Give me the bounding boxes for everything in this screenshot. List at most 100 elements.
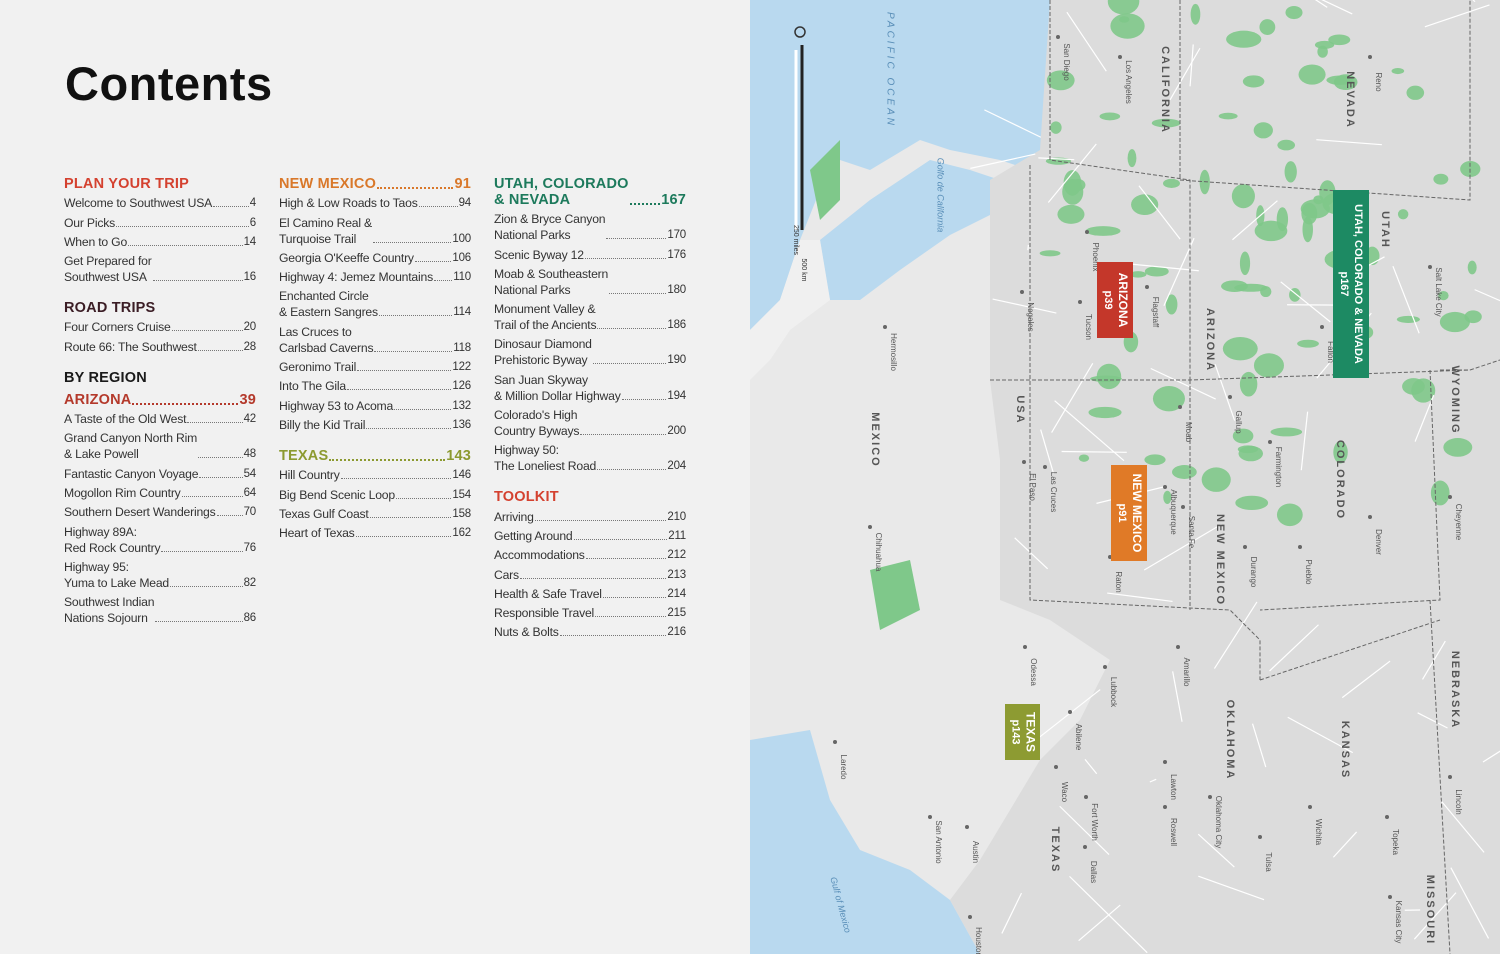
entry-title: Grand Canyon North Rim & Lake Powell [64,431,198,462]
toc-entry[interactable]: Into The Gila 126 [279,378,471,394]
toc-entry[interactable]: Southwest Indian Nations Sojourn 86 [64,594,256,626]
city-label: Pueblo [1304,560,1313,585]
toc-entry[interactable]: Georgia O'Keeffe Country 106 [279,250,471,266]
toc-entry[interactable]: Cars 213 [494,567,686,583]
forest-area [1391,68,1405,75]
toc-entry[interactable]: Highway 50: The Loneliest Road 204 [494,442,686,474]
forest-area [1438,290,1449,301]
toc-entry[interactable]: Enchanted Circle & Eastern Sangres 114 [279,288,471,320]
toc-entry[interactable]: Highway 53 to Acoma 132 [279,398,471,414]
toc-entry[interactable]: When to Go 14 [64,234,256,250]
entry-title: Heart of Texas [279,526,355,541]
toc-entry[interactable]: El Camino Real & Turquoise Trail 100 [279,215,471,247]
forest-area [1063,170,1082,196]
entry-title: Into The Gila [279,379,346,394]
toc-entry[interactable]: Nuts & Bolts 216 [494,624,686,640]
entry-page: 154 [452,488,471,501]
toc-entry[interactable]: Getting Around 211 [494,528,686,544]
entry-page: 106 [452,251,471,264]
road-line [1450,867,1490,939]
forest-area [1297,339,1319,348]
city-dot [1368,55,1372,59]
toc-entry[interactable]: Big Bend Scenic Loop 154 [279,487,471,503]
road-line [1341,660,1391,699]
toc-entry[interactable]: Responsible Travel 215 [494,605,686,621]
entry-title: A Taste of the Old West [64,412,187,427]
toc-entry[interactable]: Mogollon Rim Country 64 [64,485,256,501]
state-label: WYOMING [1449,366,1461,435]
toc-entry[interactable]: Zion & Bryce Canyon National Parks 170 [494,211,686,243]
forest-area [1099,112,1121,121]
toc-entry[interactable]: Billy the Kid Trail 136 [279,417,471,433]
north-arrow-icon [794,26,806,38]
entry-title: Our Picks [64,215,116,230]
entry-page: 100 [452,232,471,245]
toc-entry[interactable]: Grand Canyon North Rim & Lake Powell 48 [64,430,256,462]
dot-leader [152,280,243,282]
toc-entry[interactable]: Health & Safe Travel 214 [494,586,686,602]
dot-leader [155,621,243,623]
entry-title: Highway 50: The Loneliest Road [494,443,597,474]
toc-entry[interactable]: Welcome to Southwest USA 4 [64,195,256,211]
toc-entry[interactable]: Fantastic Canyon Voyage 54 [64,466,256,482]
forest-area [1433,173,1449,185]
region-box [1005,704,1040,760]
forest-area [1234,283,1268,292]
toc-entry[interactable]: Our Picks 6 [64,215,256,231]
toc-entry[interactable]: Dinosaur Diamond Prehistoric Byway 190 [494,336,686,368]
section-page: 167 [661,192,686,208]
toc-entry[interactable]: Hill Country 146 [279,467,471,483]
gulf-of-mexico [750,730,980,954]
entry-title: Southern Desert Wanderings [64,505,216,520]
road-line [1059,805,1110,856]
forest-area [1218,112,1238,120]
toc-entry[interactable]: Moab & Southeastern National Parks 180 [494,266,686,298]
city-dot [1054,765,1058,769]
toc-entry[interactable]: Scenic Byway 12 176 [494,247,686,263]
road-line [1054,400,1125,462]
toc-entry[interactable]: Geronimo Trail 122 [279,359,471,375]
toc-entry[interactable]: High & Low Roads to Taos 94 [279,195,471,211]
road-line [1422,640,1446,680]
entry-page: 176 [667,248,686,261]
entry-title: Hill Country [279,468,340,483]
forest-area [1232,428,1254,444]
forest-area [1131,194,1159,216]
toc-entry[interactable]: Southern Desert Wanderings 70 [64,504,256,520]
toc-entry[interactable]: Colorado's High Country Byways 200 [494,407,686,439]
state-label: USA [1014,395,1026,424]
toc-entry[interactable]: Highway 95: Yuma to Lake Mead 82 [64,559,256,591]
city-dot [968,915,972,919]
state-label: KANSAS [1339,721,1351,779]
toc-entry[interactable]: Accommodations 212 [494,547,686,563]
toc-entry[interactable]: Texas Gulf Coast 158 [279,506,471,522]
toc-entry[interactable]: Four Corners Cruise 20 [64,319,256,335]
entry-page: 210 [667,510,686,523]
toc-entry[interactable]: Arriving 210 [494,509,686,525]
city-label: Cheyenne [1454,504,1463,541]
dot-leader [171,330,243,332]
toc-entry[interactable]: Highway 89A: Red Rock Country 76 [64,524,256,556]
toc-entry[interactable]: Monument Valley & Trail of the Ancients 1… [494,301,686,333]
city-dot [1176,645,1180,649]
toc-entry[interactable]: Highway 4: Jemez Mountains 110 [279,269,471,285]
road-line [1047,143,1097,203]
toc-entry[interactable]: Route 66: The Southwest 28 [64,339,256,355]
baja-peninsula [750,240,830,380]
entry-page: 180 [667,283,686,296]
toc-entry[interactable]: A Taste of the Old West 42 [64,411,256,427]
forest-area [1430,480,1450,506]
dot-leader [369,516,452,518]
toc-entry[interactable]: Heart of Texas 162 [279,525,471,541]
toc-entry[interactable]: San Juan Skyway & Million Dollar Highway… [494,372,686,404]
state-border [1179,0,1471,201]
toc-entry[interactable]: Las Cruces to Carlsbad Caverns 118 [279,324,471,356]
toc-entry[interactable]: Get Prepared for Southwest USA 16 [64,253,256,285]
city-dot [833,740,837,744]
city-dot [1428,265,1432,269]
road-line [1169,47,1201,101]
